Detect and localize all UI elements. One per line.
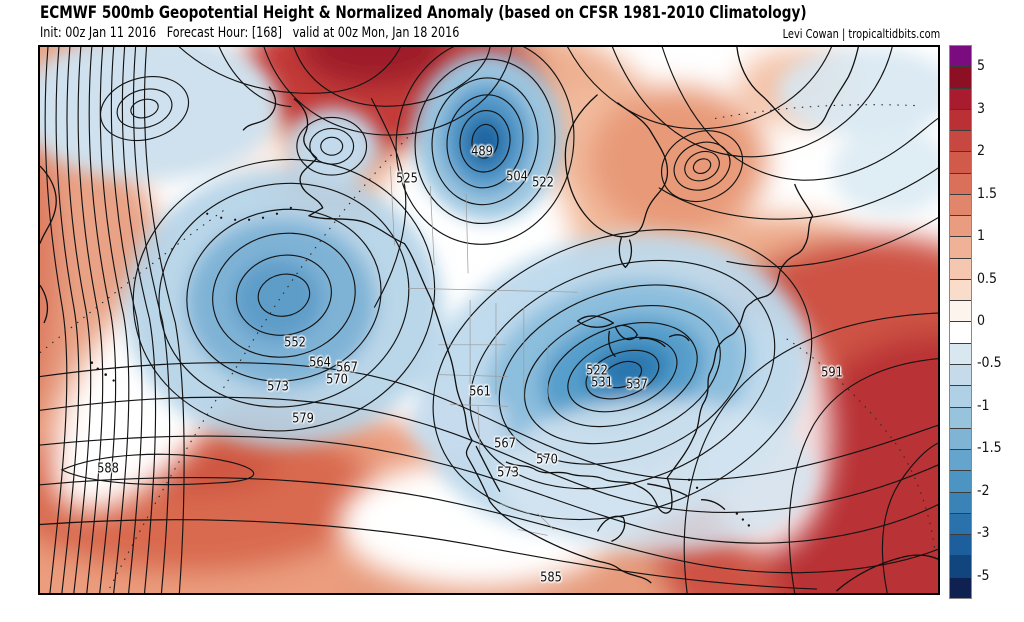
colorbar-cell: [950, 215, 971, 237]
colorbar-cell: [950, 427, 971, 450]
anomaly-colorbar: [949, 45, 972, 599]
colorbar-cell: [950, 193, 971, 216]
colorbar-tick: 5: [977, 58, 986, 75]
colorbar-cell: [950, 46, 971, 67]
colorbar-tick: -5: [977, 567, 990, 584]
colorbar-tick: 1.5: [977, 185, 998, 202]
colorbar-cell: [950, 151, 971, 173]
colorbar-cell: [950, 236, 971, 258]
colorbar-cell: [950, 342, 971, 364]
colorbar-cell: [950, 385, 971, 407]
colorbar-cell: [950, 449, 971, 471]
colorbar-cell: [950, 87, 971, 109]
colorbar-tick: 2: [977, 143, 986, 160]
colorbar-cell: [950, 363, 971, 386]
colorbar-cell: [950, 66, 971, 88]
colorbar-cell: [950, 576, 971, 598]
height-contours: [40, 47, 938, 593]
graticule-dotted-lines: [40, 104, 936, 589]
colorbar-tick: 1: [977, 228, 986, 245]
map-plot-area: [38, 45, 940, 595]
coastlines: [40, 47, 938, 592]
colorbar-cell: [950, 108, 971, 131]
island-dots: [90, 206, 751, 527]
colorbar-tick: 0.5: [977, 270, 998, 287]
colorbar-tick-labels: 5 3 2 1.5 1 0.5 0 -0.5 -1 -1.5 -2 -3 -5: [977, 45, 1017, 597]
colorbar-tick: -1.5: [977, 440, 1002, 457]
colorbar-tick: -1: [977, 397, 990, 414]
colorbar-cell: [950, 278, 971, 301]
weather-map-svg: [40, 47, 938, 593]
colorbar-tick: -0.5: [977, 355, 1002, 372]
colorbar-cell: [950, 321, 971, 343]
colorbar-cell: [950, 406, 971, 428]
colorbar-cell: [950, 491, 971, 513]
credit-text: Levi Cowan | tropicaltidbits.com: [782, 27, 940, 41]
colorbar-cell: [950, 130, 971, 152]
colorbar-cell: [950, 534, 971, 556]
colorbar-cell: [950, 555, 971, 577]
colorbar-cell: [950, 470, 971, 492]
init-forecast-valid-line: Init: 00z Jan 11 2016 Forecast Hour: [16…: [40, 25, 460, 41]
colorbar-cell: [950, 512, 971, 535]
colorbar-tick: 0: [977, 313, 986, 329]
colorbar-tick: -3: [977, 525, 990, 542]
chart-title: ECMWF 500mb Geopotential Height & Normal…: [40, 3, 807, 23]
colorbar-tick: -2: [977, 482, 990, 499]
negative-anomaly-shading: [40, 47, 938, 554]
colorbar-tick: 3: [977, 100, 986, 117]
colorbar-cell: [950, 300, 971, 322]
state-borders: [390, 166, 578, 536]
colorbar-cell: [950, 172, 971, 194]
colorbar-cell: [950, 257, 971, 279]
